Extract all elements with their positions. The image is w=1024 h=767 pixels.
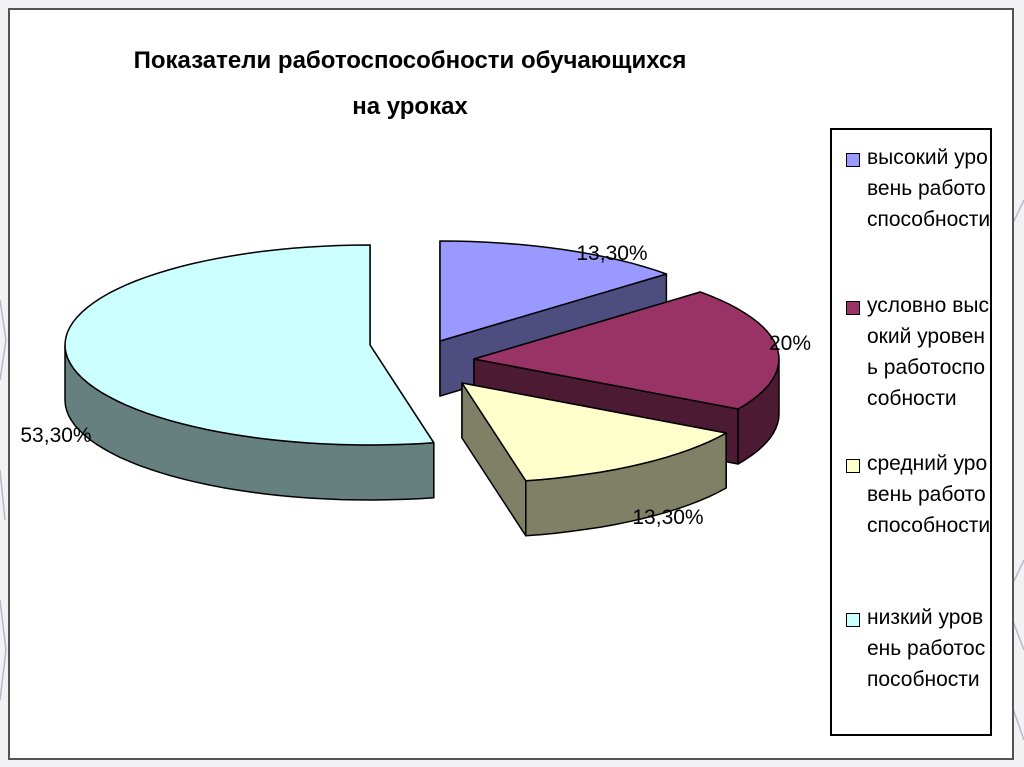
chart-area: Показатели работоспособности обучающихся… bbox=[8, 8, 1014, 760]
data-label-3: 13,30% bbox=[632, 506, 703, 529]
chart-title: Показатели работоспособности обучающихся… bbox=[133, 47, 687, 120]
legend-swatch-4 bbox=[846, 613, 860, 627]
pie-slice-3 bbox=[461, 382, 727, 537]
data-label-1: 13,30% bbox=[576, 242, 647, 265]
data-label-2: 20% bbox=[769, 332, 811, 355]
pie-chart: 13,30% 20% 13,30% 53,30% bbox=[20, 240, 811, 537]
legend-swatch-1 bbox=[846, 153, 860, 167]
data-label-4: 53,30% bbox=[20, 424, 91, 447]
legend-label-1: высокий уровень работоспособности bbox=[867, 146, 991, 231]
pie-slice-4 bbox=[64, 244, 435, 501]
legend-swatch-2 bbox=[846, 301, 860, 315]
legend: высокий уровень работоспособности условно… bbox=[830, 128, 992, 736]
legend-swatch-3 bbox=[846, 459, 860, 473]
legend-label-2: условно высокий уровень работоспособност… bbox=[867, 294, 989, 410]
legend-label-4: низкий уровень работоспособности bbox=[867, 606, 986, 691]
legend-label-3: средний уровень работоспособности bbox=[867, 452, 991, 537]
